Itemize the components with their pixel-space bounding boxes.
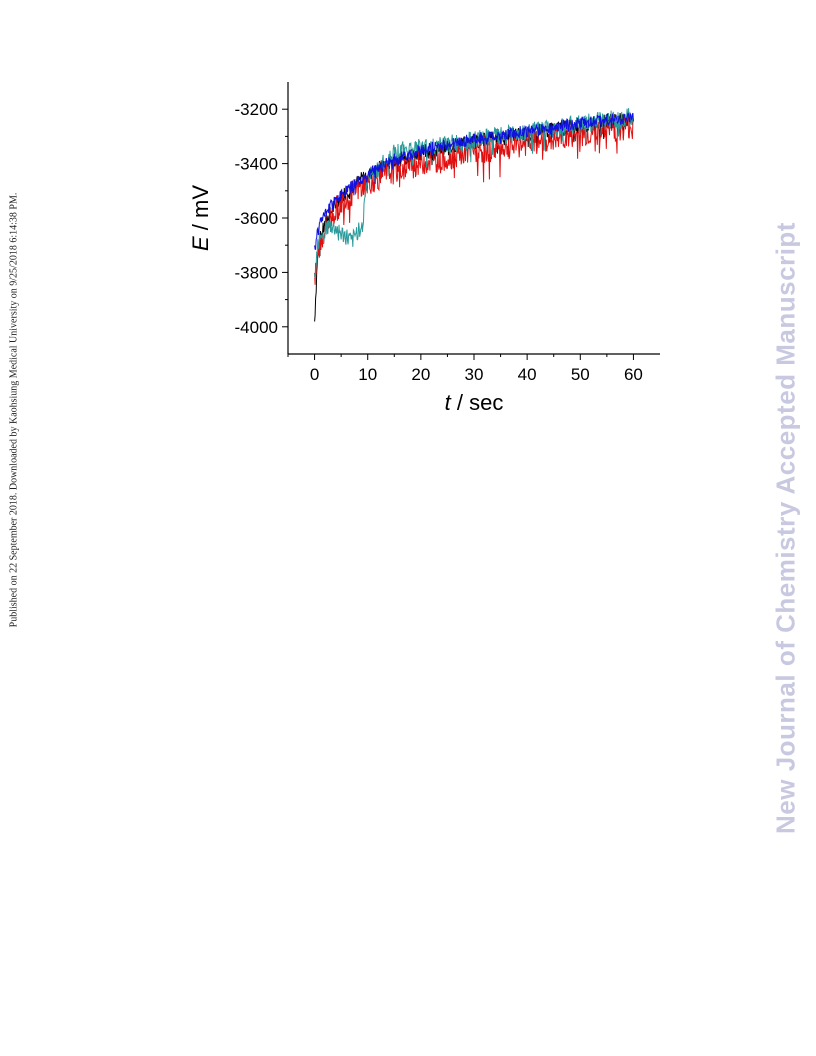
x-tick-label: 50 bbox=[571, 365, 590, 384]
ticks-layer: -4000 -3800 -3600 -3400 -3200 0 10 20 30 40 50 60 bbox=[235, 100, 643, 384]
y-axis-unit: / mV bbox=[188, 185, 213, 237]
potential-time-chart: -4000 -3800 -3600 -3400 -3200 0 10 20 30 40 50 60 t… bbox=[188, 82, 660, 415]
x-axis-unit: / sec bbox=[451, 390, 504, 415]
x-axis-symbol: t bbox=[445, 390, 452, 415]
y-tick-label: -3800 bbox=[235, 263, 278, 282]
publication-side-note: Published on 22 September 2018. Download… bbox=[8, 192, 20, 628]
x-axis-title: t / sec bbox=[445, 390, 504, 415]
x-tick-label: 60 bbox=[624, 365, 643, 384]
x-tick-label: 10 bbox=[358, 365, 377, 384]
series-line-4 bbox=[314, 111, 634, 250]
x-tick-label: 30 bbox=[465, 365, 484, 384]
x-tick-label: 40 bbox=[518, 365, 537, 384]
figure: -4000 -3800 -3600 -3400 -3200 0 10 20 30 40 50 60 t… bbox=[180, 70, 680, 430]
y-axis-symbol: E bbox=[188, 236, 213, 251]
x-tick-label: 0 bbox=[310, 365, 319, 384]
series-layer bbox=[314, 108, 634, 322]
y-tick-label: -3600 bbox=[235, 209, 278, 228]
x-tick-label: 20 bbox=[411, 365, 430, 384]
y-tick-label: -3200 bbox=[235, 100, 278, 119]
y-tick-label: -3400 bbox=[235, 155, 278, 174]
y-tick-label: -4000 bbox=[235, 318, 278, 337]
y-axis-title: E / mV bbox=[188, 185, 213, 251]
journal-watermark: New Journal of Chemistry Accepted Manusc… bbox=[770, 222, 801, 834]
